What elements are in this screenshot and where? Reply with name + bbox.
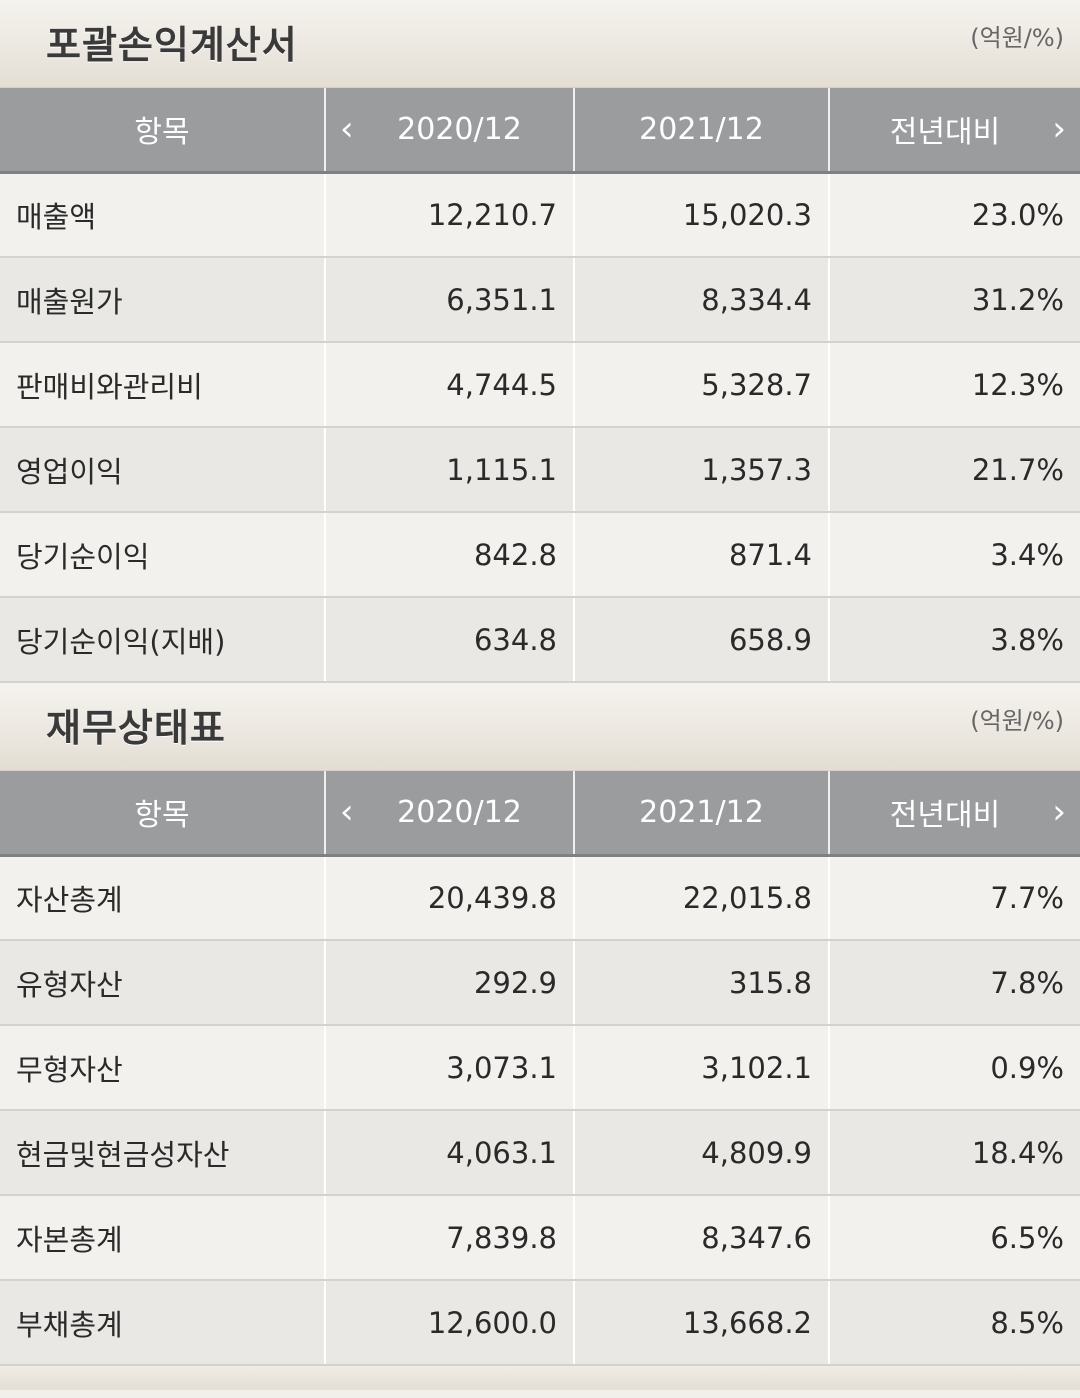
chevron-right-icon[interactable]: › — [1052, 792, 1066, 833]
table-row: 무형자산 3,073.1 3,102.1 0.9% — [0, 1025, 1080, 1111]
row-label: 판매비와관리비 — [0, 342, 325, 428]
row-label: 당기순이익(지배) — [0, 597, 325, 683]
chevron-left-icon[interactable]: ‹ — [340, 792, 354, 833]
value-yoy: 7.7% — [828, 855, 1080, 941]
balance-sheet-header: 재무상태표 (억원/%) — [0, 683, 1080, 771]
income-statement-header: 포괄손익계산서 (억원/%) — [0, 0, 1080, 88]
table-header-row: 항목 ‹ 2020/12 2021/12 전년대비 › — [0, 771, 1080, 857]
value-2020: 1,115.1 — [324, 427, 574, 513]
income-statement-table: 항목 ‹ 2020/12 2021/12 전년대비 › 매출액 12,210.7… — [0, 88, 1080, 683]
column-header-label: 전년대비 — [889, 798, 1001, 834]
value-yoy: 23.0% — [828, 172, 1080, 258]
value-yoy: 8.5% — [828, 1280, 1080, 1366]
value-2021: 8,334.4 — [573, 257, 829, 343]
column-header-year-2: 2021/12 — [573, 88, 829, 174]
value-2020: 292.9 — [324, 940, 574, 1026]
balance-sheet-title: 재무상태표 — [46, 706, 226, 750]
value-2020: 6,351.1 — [324, 257, 574, 343]
value-2021: 1,357.3 — [573, 427, 829, 513]
column-header-label: 2020/12 — [397, 111, 522, 147]
value-2021: 5,328.7 — [573, 342, 829, 428]
value-2020: 842.8 — [324, 512, 574, 598]
value-2021: 658.9 — [573, 597, 829, 683]
value-2021: 15,020.3 — [573, 172, 829, 258]
income-statement-title: 포괄손익계산서 — [46, 23, 298, 67]
column-header-label: 항목 — [134, 115, 190, 151]
value-2020: 12,600.0 — [324, 1280, 574, 1366]
column-header-year-1: ‹ 2020/12 — [324, 88, 574, 174]
row-label: 영업이익 — [0, 427, 325, 513]
column-header-label: 2020/12 — [397, 794, 522, 830]
value-2021: 315.8 — [573, 940, 829, 1026]
table-row: 현금및현금성자산 4,063.1 4,809.9 18.4% — [0, 1110, 1080, 1196]
column-header-label: 2021/12 — [639, 111, 764, 147]
value-yoy: 0.9% — [828, 1025, 1080, 1111]
column-header-year-1: ‹ 2020/12 — [324, 771, 574, 857]
value-yoy: 31.2% — [828, 257, 1080, 343]
row-label: 매출원가 — [0, 257, 325, 343]
value-2020: 7,839.8 — [324, 1195, 574, 1281]
table-header-row: 항목 ‹ 2020/12 2021/12 전년대비 › — [0, 88, 1080, 174]
chevron-right-icon[interactable]: › — [1052, 109, 1066, 150]
row-label: 현금및현금성자산 — [0, 1110, 325, 1196]
value-2020: 3,073.1 — [324, 1025, 574, 1111]
row-label: 유형자산 — [0, 940, 325, 1026]
value-2020: 634.8 — [324, 597, 574, 683]
table-row: 자산총계 20,439.8 22,015.8 7.7% — [0, 855, 1080, 941]
column-header-item: 항목 — [0, 88, 325, 174]
table-row: 유형자산 292.9 315.8 7.8% — [0, 940, 1080, 1026]
table-row: 영업이익 1,115.1 1,357.3 21.7% — [0, 427, 1080, 513]
row-label: 무형자산 — [0, 1025, 325, 1111]
table-row: 매출액 12,210.7 15,020.3 23.0% — [0, 172, 1080, 258]
column-header-item: 항목 — [0, 771, 325, 857]
table-row: 매출원가 6,351.1 8,334.4 31.2% — [0, 257, 1080, 343]
row-label: 부채총계 — [0, 1280, 325, 1366]
value-2021: 3,102.1 — [573, 1025, 829, 1111]
value-yoy: 18.4% — [828, 1110, 1080, 1196]
table-row: 당기순이익 842.8 871.4 3.4% — [0, 512, 1080, 598]
value-2021: 22,015.8 — [573, 855, 829, 941]
row-label: 당기순이익 — [0, 512, 325, 598]
value-yoy: 7.8% — [828, 940, 1080, 1026]
value-2020: 4,744.5 — [324, 342, 574, 428]
column-header-yoy: 전년대비 › — [828, 771, 1080, 857]
value-2021: 8,347.6 — [573, 1195, 829, 1281]
column-header-label: 2021/12 — [639, 794, 764, 830]
value-2021: 13,668.2 — [573, 1280, 829, 1366]
income-statement-unit: (억원/%) — [970, 24, 1064, 52]
value-2020: 12,210.7 — [324, 172, 574, 258]
column-header-yoy: 전년대비 › — [828, 88, 1080, 174]
column-header-year-2: 2021/12 — [573, 771, 829, 857]
value-2020: 20,439.8 — [324, 855, 574, 941]
value-yoy: 21.7% — [828, 427, 1080, 513]
balance-sheet-table: 항목 ‹ 2020/12 2021/12 전년대비 › 자산총계 20,439.… — [0, 771, 1080, 1366]
value-yoy: 12.3% — [828, 342, 1080, 428]
row-label: 매출액 — [0, 172, 325, 258]
value-2021: 4,809.9 — [573, 1110, 829, 1196]
bottom-divider — [0, 1366, 1080, 1390]
value-2020: 4,063.1 — [324, 1110, 574, 1196]
balance-sheet-unit: (억원/%) — [970, 707, 1064, 735]
value-yoy: 3.8% — [828, 597, 1080, 683]
table-row: 판매비와관리비 4,744.5 5,328.7 12.3% — [0, 342, 1080, 428]
column-header-label: 전년대비 — [889, 115, 1001, 151]
value-yoy: 3.4% — [828, 512, 1080, 598]
column-header-label: 항목 — [134, 798, 190, 834]
value-yoy: 6.5% — [828, 1195, 1080, 1281]
row-label: 자본총계 — [0, 1195, 325, 1281]
table-row: 부채총계 12,600.0 13,668.2 8.5% — [0, 1280, 1080, 1366]
table-row: 자본총계 7,839.8 8,347.6 6.5% — [0, 1195, 1080, 1281]
table-row: 당기순이익(지배) 634.8 658.9 3.8% — [0, 597, 1080, 683]
row-label: 자산총계 — [0, 855, 325, 941]
chevron-left-icon[interactable]: ‹ — [340, 109, 354, 150]
value-2021: 871.4 — [573, 512, 829, 598]
